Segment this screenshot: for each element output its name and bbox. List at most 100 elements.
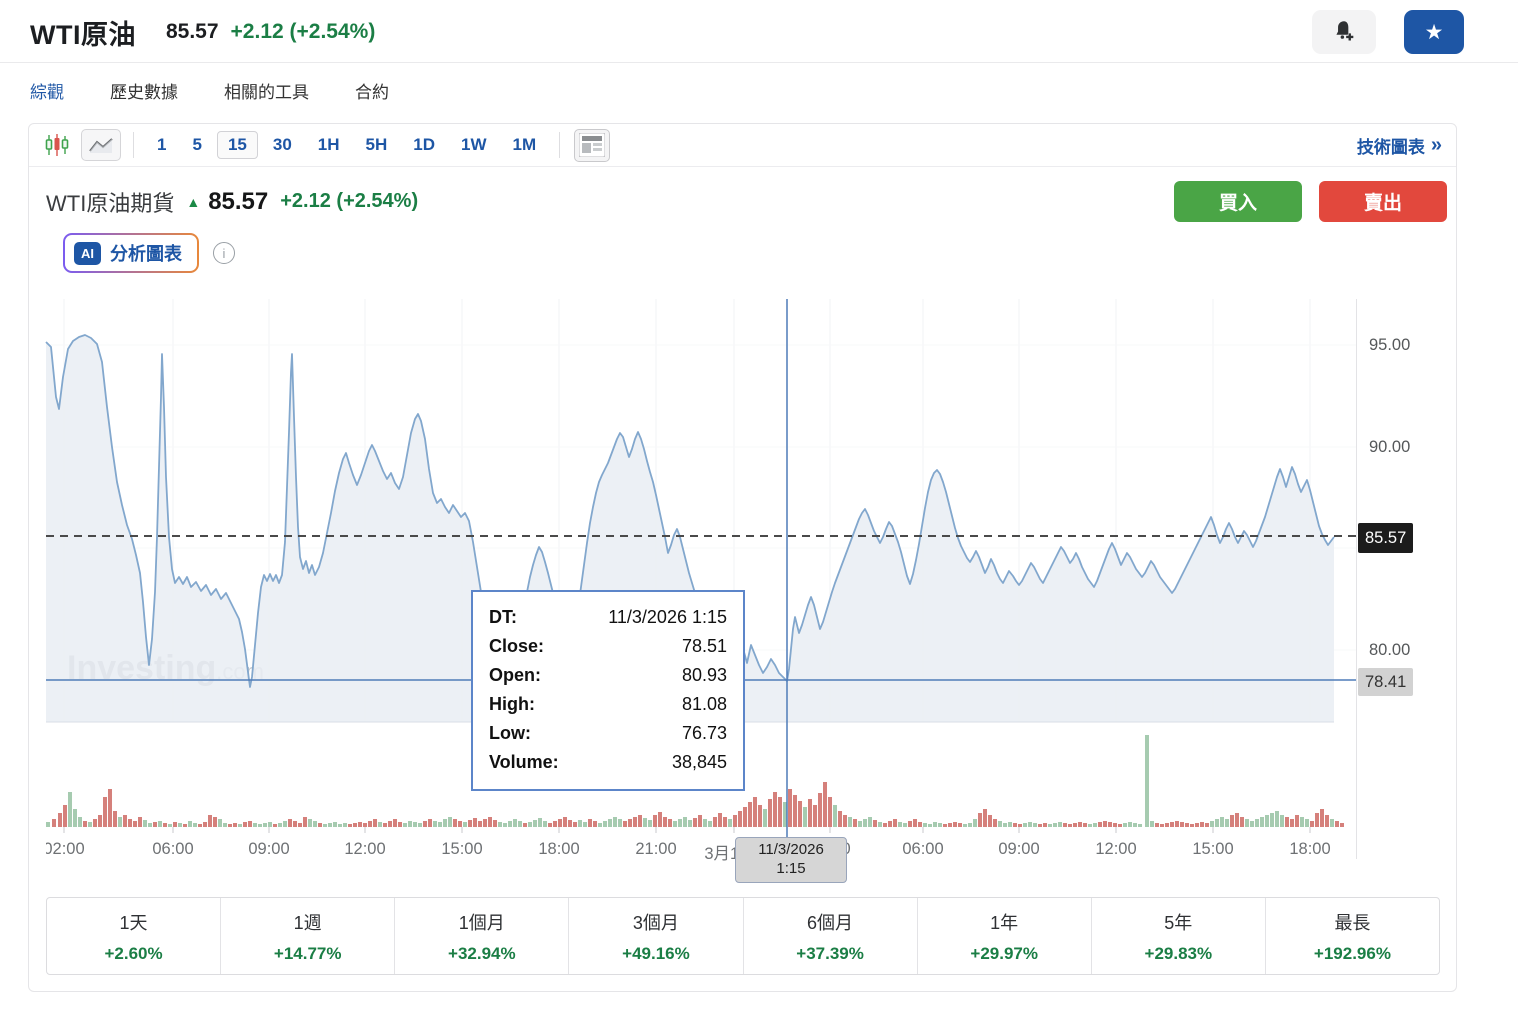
volume-bar: [68, 792, 72, 827]
add-to-watchlist-button[interactable]: ★: [1404, 10, 1464, 54]
volume-bar: [733, 815, 737, 827]
buy-button[interactable]: 買入: [1174, 181, 1302, 222]
volume-bar: [1180, 822, 1184, 827]
performance-cell-1年[interactable]: 1年 +29.97%: [916, 898, 1091, 974]
interval-1M[interactable]: 1M: [512, 135, 537, 154]
volume-bar: [428, 819, 432, 827]
volume-bar: [513, 819, 517, 827]
volume-bar: [46, 822, 50, 827]
interval-5H[interactable]: 5H: [365, 135, 388, 154]
volume-bar: [1093, 823, 1097, 827]
volume-bar: [838, 811, 842, 827]
volume-bar: [52, 819, 56, 827]
volume-bar: [448, 817, 452, 827]
volume-bar: [1073, 823, 1077, 827]
chart-instrument-name: WTI原油期貨: [46, 190, 175, 216]
volume-bar: [1028, 822, 1032, 827]
volume-bar: [758, 805, 762, 827]
x-axis-labels: 02:00 06:00 09:00 12:00 15:00 18:00 21:00 3月11日…: [46, 840, 1356, 866]
volume-bar: [1195, 823, 1199, 827]
volume-bar: [963, 824, 967, 827]
volume-bar: [293, 821, 297, 827]
volume-bar: [263, 823, 267, 827]
sell-button[interactable]: 賣出: [1319, 181, 1447, 222]
volume-bar: [323, 824, 327, 827]
interval-1H[interactable]: 1H: [317, 135, 340, 154]
volume-bar: [593, 821, 597, 827]
performance-cell-3個月[interactable]: 3個月 +49.16%: [568, 898, 742, 974]
volume-bar: [743, 807, 747, 827]
performance-cell-6個月[interactable]: 6個月 +37.39%: [742, 898, 917, 974]
volume-bar: [408, 821, 412, 827]
volume-bar: [518, 821, 522, 827]
volume-bar: [848, 817, 852, 827]
price-chart-svg[interactable]: [29, 299, 1458, 859]
interval-30[interactable]: 30: [272, 135, 292, 154]
volume-bar: [1150, 821, 1154, 827]
volume-bar: [63, 805, 67, 827]
up-arrow-icon: ▲: [186, 193, 201, 210]
volume-bar: [228, 824, 232, 827]
volume-bar: [968, 823, 972, 827]
interval-1W[interactable]: 1W: [460, 135, 487, 154]
volume-bar: [1305, 819, 1309, 827]
tab-歷史數據[interactable]: 歷史數據: [110, 83, 178, 102]
volume-bar: [1275, 811, 1279, 827]
volume-bar: [928, 824, 932, 827]
volume-bar: [523, 823, 527, 827]
volume-bar: [538, 818, 542, 827]
interval-5[interactable]: 5: [192, 135, 202, 154]
volume-bar: [328, 823, 332, 827]
performance-cell-1個月[interactable]: 1個月 +32.94%: [394, 898, 568, 974]
ai-analyze-chart-button[interactable]: AI 分析圖表: [63, 233, 199, 273]
volume-bar: [923, 823, 927, 827]
volume-bar: [258, 824, 262, 827]
create-alert-button[interactable]: [1312, 10, 1376, 54]
volume-bar: [748, 802, 752, 827]
volume-bar: [553, 821, 557, 827]
volume-bar: [778, 797, 782, 827]
volume-bar: [253, 823, 257, 827]
volume-bar: [1113, 823, 1117, 827]
performance-cell-最長[interactable]: 最長 +192.96%: [1264, 898, 1439, 974]
volume-bar: [1165, 823, 1169, 827]
performance-cell-1天[interactable]: 1天 +2.60%: [104, 912, 163, 963]
line-chart-icon[interactable]: [81, 129, 121, 161]
info-icon[interactable]: i: [213, 242, 235, 264]
candlestick-chart-icon[interactable]: [43, 131, 71, 159]
volume-bar: [458, 821, 462, 827]
volume-bar: [108, 789, 112, 827]
interval-1[interactable]: 1: [157, 135, 167, 154]
volume-bar: [193, 823, 197, 827]
volume-bar: [308, 819, 312, 827]
volume-bar: [213, 817, 217, 827]
volume-bar: [858, 821, 862, 827]
interval-1D[interactable]: 1D: [413, 135, 435, 154]
news-panel-icon[interactable]: [574, 128, 611, 162]
volume-bar: [763, 809, 767, 827]
volume-bar: [638, 815, 642, 827]
x-axis-label: 15:00: [441, 840, 483, 858]
volume-bar: [568, 820, 572, 827]
volume-bar: [318, 823, 322, 827]
tab-合約[interactable]: 合約: [355, 83, 389, 102]
performance-cell-5年[interactable]: 5年 +29.83%: [1090, 898, 1265, 974]
volume-bar: [348, 824, 352, 827]
tooltip-row: Volume: 38,845: [489, 752, 727, 772]
volume-bar: [1315, 813, 1319, 827]
interval-15[interactable]: 15: [216, 131, 258, 159]
volume-bar: [723, 817, 727, 827]
technical-chart-link[interactable]: 技術圖表 »: [1357, 133, 1442, 158]
tab-綜觀[interactable]: 綜觀: [30, 83, 64, 102]
volume-bar: [273, 824, 277, 827]
volume-bar: [783, 802, 787, 827]
volume-bar: [1200, 822, 1204, 827]
x-axis-label: 09:00: [998, 840, 1040, 858]
performance-cell-1週[interactable]: 1週 +14.77%: [220, 898, 394, 974]
volume-bar: [603, 821, 607, 827]
tab-相關的工具[interactable]: 相關的工具: [224, 83, 309, 102]
volume-bar: [753, 797, 757, 827]
chart-price: 85.57: [208, 187, 269, 215]
instrument-tabs: 綜觀 歷史數據 相關的工具 合約: [0, 63, 1518, 123]
